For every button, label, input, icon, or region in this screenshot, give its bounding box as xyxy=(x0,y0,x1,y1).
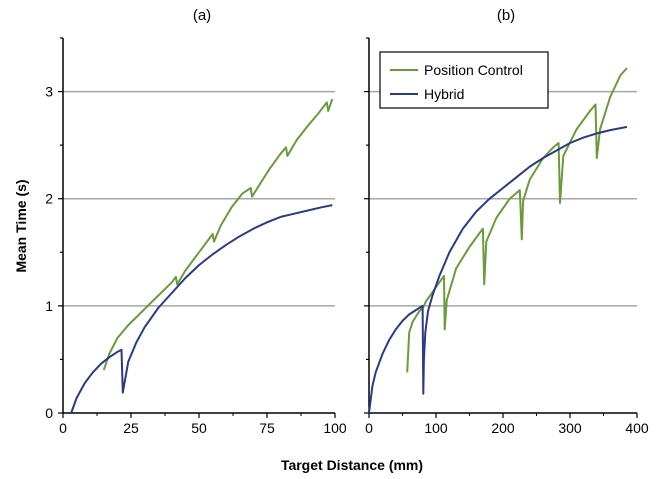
x-tick-label: 200 xyxy=(491,420,515,436)
x-tick-label: 400 xyxy=(625,420,649,436)
x-tick-label: 50 xyxy=(191,420,207,436)
series-line-position-control xyxy=(406,67,628,373)
x-tick-label: 25 xyxy=(123,420,139,436)
legend-label-position-control: Position Control xyxy=(424,62,523,78)
legend-box xyxy=(379,51,549,109)
x-tick-label: 100 xyxy=(424,420,448,436)
panel-b: 0 100 200 300 400 Position Control Hybrid xyxy=(364,37,649,436)
panel-a: 0 25 50 75 100 0 1 2 3 xyxy=(45,37,347,436)
series-line-position-control xyxy=(102,98,334,371)
y-tick-label: 2 xyxy=(45,191,53,207)
x-tick-label: 0 xyxy=(59,420,67,436)
x-tick-label: 75 xyxy=(259,420,275,436)
panel-b-title: (b) xyxy=(497,7,515,24)
x-axis-title: Target Distance (mm) xyxy=(281,457,423,473)
x-tick-label: 0 xyxy=(365,420,373,436)
y-tick-label: 0 xyxy=(45,405,53,421)
series-line-hybrid xyxy=(70,204,333,414)
panel-a-title: (a) xyxy=(193,7,211,24)
x-tick-label: 300 xyxy=(558,420,582,436)
legend-label-hybrid: Hybrid xyxy=(424,86,464,102)
y-axis-title: Mean Time (s) xyxy=(13,179,29,272)
y-tick-label: 1 xyxy=(45,298,53,314)
y-tick-label: 3 xyxy=(45,84,53,100)
x-tick-label: 100 xyxy=(323,420,347,436)
series-line-hybrid xyxy=(368,125,628,414)
